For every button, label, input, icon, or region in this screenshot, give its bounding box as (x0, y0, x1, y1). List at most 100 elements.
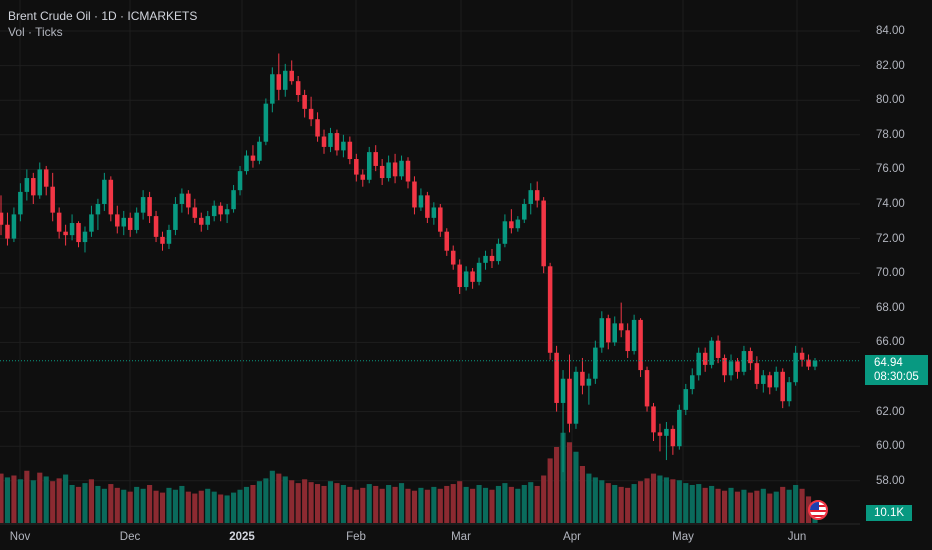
candle-body (24, 178, 30, 192)
candle-body (250, 155, 256, 161)
volume-bar (780, 486, 786, 523)
volume-bar (4, 477, 11, 523)
candle (431, 202, 437, 225)
volume-bar (398, 483, 405, 523)
volume-bar (185, 491, 191, 523)
candle (438, 204, 443, 237)
candle-body (289, 70, 294, 82)
volume-bar (709, 485, 715, 523)
candle (715, 335, 721, 364)
volume-bar (179, 485, 185, 523)
candle-body (547, 266, 553, 353)
volume-bar (82, 483, 88, 523)
volume-bar (547, 458, 553, 523)
candle-body (166, 229, 172, 244)
candle-body (315, 119, 320, 137)
candle-body (373, 152, 378, 166)
candle (115, 205, 120, 234)
candle-body (134, 212, 139, 230)
volume-bar (11, 475, 17, 523)
volume-value-badge: 10.1K (866, 505, 912, 521)
volume-bar (566, 442, 573, 523)
candle (754, 356, 760, 390)
volume-bar (683, 483, 689, 523)
volume-bar (172, 489, 178, 523)
volume-bar (205, 488, 211, 523)
volume-bar (314, 484, 321, 523)
candle-body (522, 204, 527, 220)
time-tick-label: Nov (9, 531, 31, 543)
candle-body (43, 169, 49, 187)
candle (483, 250, 488, 270)
candle-body (528, 190, 534, 204)
candle-body (160, 236, 165, 244)
candle (250, 145, 256, 168)
candle-body (282, 70, 288, 90)
candle (173, 197, 178, 236)
volume-bar (411, 490, 418, 523)
volume-bar (250, 485, 256, 523)
candle-body (496, 243, 501, 262)
volume-bar (37, 472, 43, 523)
volume-bar (625, 487, 631, 523)
price-candles (0, 53, 818, 473)
candle-body (257, 141, 262, 161)
candle-body (593, 347, 598, 379)
candle (741, 345, 747, 376)
symbol-title[interactable]: Brent Crude Oil · 1D · ICMARKETS (8, 9, 198, 23)
candle (786, 377, 792, 407)
volume-bar (276, 473, 282, 523)
candle (489, 248, 495, 269)
candle (270, 67, 275, 113)
candle (179, 188, 185, 213)
volume-bar (554, 447, 560, 523)
price-tick-label: 68.00 (876, 301, 905, 314)
volume-indicator-label[interactable]: Vol · Ticks (8, 25, 63, 39)
candle-body (606, 318, 611, 343)
candle (76, 221, 81, 248)
candle (315, 112, 320, 142)
candle (606, 314, 611, 350)
candle-body (147, 197, 152, 217)
candle-body (153, 216, 159, 237)
candle (541, 197, 546, 274)
volume-bar (321, 485, 327, 523)
candle (638, 318, 643, 377)
candle (806, 354, 811, 371)
candle-body (173, 204, 178, 230)
volume-bar (618, 486, 624, 523)
candle-body (657, 432, 663, 436)
volume-bar (670, 479, 676, 523)
candle (761, 370, 766, 393)
candle-body (754, 363, 760, 384)
time-tick-label: May (672, 531, 694, 543)
candle (812, 357, 818, 371)
volume-bar (676, 480, 682, 523)
volume-bar (495, 485, 502, 523)
candle-body (295, 81, 301, 96)
candle (18, 183, 23, 222)
candle-body (347, 141, 353, 160)
candle (263, 98, 269, 146)
candle (567, 354, 572, 433)
candle (573, 366, 579, 429)
candle-body (573, 371, 579, 424)
candle (134, 207, 139, 234)
candle-body (767, 375, 773, 388)
candle-body (237, 171, 243, 191)
time-tick-label: Mar (451, 531, 471, 543)
candle-body (728, 361, 734, 376)
candle (354, 153, 359, 182)
chart-grid (0, 0, 860, 524)
candle (560, 370, 566, 473)
candle-body (89, 214, 94, 232)
candle (586, 373, 592, 405)
candle (121, 210, 127, 236)
candle (599, 311, 605, 353)
candle (593, 340, 598, 384)
candle-body (179, 193, 185, 204)
candle-body (786, 382, 792, 402)
volume-bar (353, 489, 359, 523)
us-flag-icon[interactable] (808, 500, 828, 520)
